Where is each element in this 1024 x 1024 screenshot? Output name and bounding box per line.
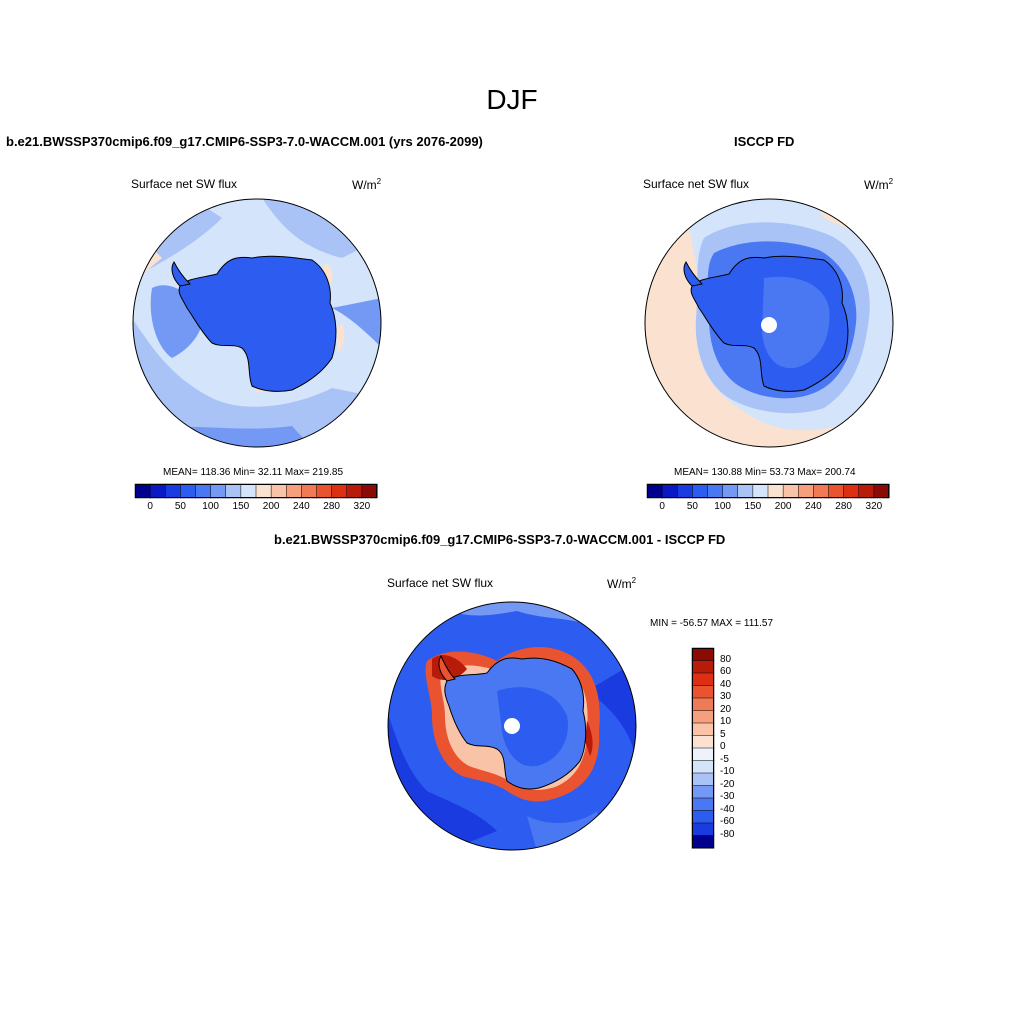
obs-panel-title: ISCCP FD bbox=[734, 134, 795, 149]
diff-colorbar-tick-label: -30 bbox=[720, 791, 735, 802]
model-units-label: W/m2 bbox=[352, 177, 382, 192]
diff-colorbar-box bbox=[691, 797, 715, 812]
obs-colorbar-box bbox=[843, 483, 860, 499]
obs-colorbar-box bbox=[722, 483, 739, 499]
obs-colorbar-box bbox=[813, 483, 830, 499]
model-colorbar-box bbox=[270, 483, 287, 499]
diff-colorbar-tick-label: -40 bbox=[720, 803, 735, 815]
diff-colorbar-box bbox=[691, 672, 715, 687]
model-colorbar-box bbox=[346, 483, 363, 499]
obs-polar-map bbox=[644, 198, 894, 448]
model-colorbar-tick-label: 0 bbox=[147, 501, 153, 512]
obs-colorbar-box bbox=[661, 483, 678, 499]
model-polar-map bbox=[132, 198, 382, 448]
obs-colorbar-tick-label: 150 bbox=[744, 501, 762, 512]
model-colorbar-box bbox=[301, 483, 318, 499]
model-colorbar-box bbox=[149, 483, 166, 499]
obs-colorbar-box bbox=[677, 483, 693, 499]
diff-colorbar-box bbox=[691, 810, 715, 824]
obs-stats: MEAN= 130.88 Min= 53.73 Max= 200.74 bbox=[674, 467, 856, 478]
diff-colorbar-tick-label: 20 bbox=[720, 703, 732, 715]
obs-variable-label: Surface net SW flux bbox=[643, 177, 750, 191]
obs-colorbar-box bbox=[858, 483, 875, 499]
diff-colorbar-tick-label: 10 bbox=[720, 716, 732, 727]
obs-colorbar-box bbox=[646, 483, 663, 499]
model-colorbar-box bbox=[240, 483, 257, 499]
diff-colorbar-box bbox=[691, 735, 715, 749]
model-colorbar-box bbox=[165, 483, 181, 499]
model-colorbar-tick-label: 240 bbox=[293, 501, 310, 512]
model-panel-title: b.e21.BWSSP370cmip6.f09_g17.CMIP6-SSP3-7… bbox=[6, 134, 483, 149]
diff-colorbar-tick-label: 5 bbox=[720, 728, 726, 740]
model-colorbar-box bbox=[286, 483, 302, 499]
obs-colorbar-box bbox=[707, 483, 724, 499]
obs-colorbar-box bbox=[767, 483, 784, 499]
model-colorbar-tick-label: 200 bbox=[262, 501, 280, 512]
diff-colorbar-box bbox=[691, 747, 715, 762]
diff-colorbar-box bbox=[691, 710, 715, 724]
obs-colorbar-tick-label: 280 bbox=[835, 501, 852, 512]
diff-colorbar-tick-label: 40 bbox=[720, 678, 732, 690]
figure-title: DJF bbox=[486, 84, 538, 115]
diff-colorbar-tick-label: 0 bbox=[720, 741, 726, 752]
diff-colorbar-box bbox=[691, 822, 715, 837]
diff-colorbar-box bbox=[691, 835, 715, 849]
diff-polar-map bbox=[387, 601, 637, 851]
model-colorbar-box bbox=[180, 483, 197, 499]
diff-colorbar-tick-label: -10 bbox=[720, 766, 735, 777]
diff-colorbar-tick-label: -80 bbox=[720, 828, 735, 840]
diff-stats: MIN = -56.57 MAX = 111.57 bbox=[650, 618, 774, 629]
diff-colorbar-tick-label: -60 bbox=[720, 816, 735, 827]
obs-colorbar-tick-label: 200 bbox=[774, 501, 792, 512]
model-colorbar-box bbox=[225, 483, 242, 499]
obs-colorbar-box bbox=[737, 483, 754, 499]
diff-colorbar-box bbox=[691, 697, 715, 712]
model-colorbar-box bbox=[331, 483, 348, 499]
diff-units-label: W/m2 bbox=[607, 576, 637, 591]
diff-colorbar-tick-label: 30 bbox=[720, 691, 732, 702]
obs-colorbar bbox=[646, 483, 890, 499]
model-colorbar-box bbox=[195, 483, 212, 499]
model-colorbar-tick-label: 320 bbox=[353, 501, 371, 512]
obs-colorbar-box bbox=[828, 483, 845, 499]
model-colorbar-tick-label: 50 bbox=[174, 501, 186, 512]
model-colorbar-box bbox=[361, 483, 378, 499]
obs-colorbar-tick-label: 240 bbox=[805, 501, 822, 512]
diff-colorbar-tick-label: 80 bbox=[720, 653, 732, 665]
model-stats: MEAN= 118.36 Min= 32.11 Max= 219.85 bbox=[163, 467, 344, 478]
model-colorbar-box bbox=[134, 483, 151, 499]
obs-colorbar-tick-label: 0 bbox=[659, 501, 665, 512]
diff-colorbar-box bbox=[691, 647, 715, 662]
diff-colorbar-box bbox=[691, 660, 715, 674]
diff-variable-label: Surface net SW flux bbox=[387, 576, 494, 590]
model-colorbar-tick-label: 100 bbox=[202, 501, 219, 512]
model-colorbar bbox=[134, 483, 378, 499]
diff-colorbar-tick-label: -5 bbox=[720, 753, 729, 765]
diff-colorbar-box bbox=[691, 685, 715, 699]
model-variable-label: Surface net SW flux bbox=[131, 177, 238, 191]
model-colorbar-box bbox=[210, 483, 227, 499]
diff-panel-title: b.e21.BWSSP370cmip6.f09_g17.CMIP6-SSP3-7… bbox=[274, 532, 726, 547]
diff-colorbar-box bbox=[691, 785, 715, 799]
model-colorbar-box bbox=[255, 483, 272, 499]
diff-colorbar-box bbox=[691, 772, 715, 787]
model-colorbar-tick-label: 150 bbox=[232, 501, 250, 512]
model-colorbar-tick-label: 280 bbox=[323, 501, 340, 512]
diff-colorbar-box bbox=[691, 722, 715, 737]
obs-units-label: W/m2 bbox=[864, 177, 894, 192]
obs-colorbar-tick-label: 50 bbox=[686, 501, 698, 512]
obs-colorbar-box bbox=[782, 483, 799, 499]
obs-colorbar-tick-label: 100 bbox=[714, 501, 731, 512]
obs-colorbar-tick-label: 320 bbox=[865, 501, 883, 512]
obs-colorbar-box bbox=[752, 483, 769, 499]
diff-colorbar bbox=[691, 647, 715, 849]
diff-colorbar-tick-label: 60 bbox=[720, 666, 732, 677]
obs-colorbar-box bbox=[873, 483, 890, 499]
model-colorbar-box bbox=[316, 483, 333, 499]
obs-colorbar-box bbox=[692, 483, 709, 499]
diff-colorbar-box bbox=[691, 760, 715, 774]
diff-colorbar-tick-label: -20 bbox=[720, 778, 735, 790]
obs-colorbar-box bbox=[798, 483, 814, 499]
